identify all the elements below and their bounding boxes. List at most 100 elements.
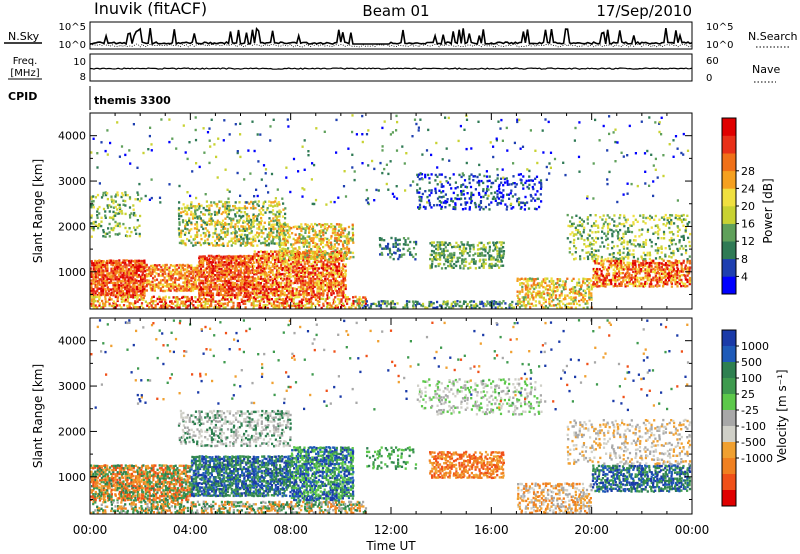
data-cell — [326, 277, 329, 281]
data-cell — [312, 245, 315, 248]
data-cell — [302, 255, 306, 258]
data-cell — [128, 227, 131, 230]
data-cell — [308, 229, 311, 232]
data-cell — [244, 212, 247, 216]
data-cell — [255, 252, 258, 256]
data-cell — [596, 272, 599, 275]
data-cell — [180, 264, 183, 267]
data-cell — [145, 263, 148, 267]
data-cell — [273, 281, 277, 284]
data-cell — [94, 285, 97, 289]
data-cell — [126, 194, 129, 197]
data-cell — [112, 287, 115, 291]
data-cell — [522, 296, 525, 299]
data-cell — [281, 249, 284, 252]
data-cell — [244, 277, 247, 281]
data-cell — [291, 289, 294, 292]
data-cell — [283, 275, 286, 278]
data-cell — [622, 268, 625, 271]
data-cell — [472, 304, 475, 307]
data-cell — [473, 175, 477, 178]
data-cell — [202, 281, 205, 285]
data-cell — [222, 289, 225, 292]
data-cell — [131, 278, 134, 281]
data-cell — [480, 254, 484, 257]
data-cell — [214, 304, 217, 307]
data-cell — [428, 304, 431, 308]
data-cell — [518, 300, 521, 303]
data-cell — [214, 213, 217, 216]
data-cell — [466, 241, 469, 244]
data-cell — [204, 279, 207, 282]
data-cell — [110, 228, 113, 231]
data-cell — [580, 292, 583, 295]
data-cell — [245, 265, 248, 268]
data-cell — [102, 269, 105, 272]
data-cell — [90, 267, 93, 270]
data-cell — [228, 265, 231, 268]
data-cell — [110, 288, 113, 291]
data-cell — [212, 244, 215, 247]
data-cell — [230, 239, 233, 242]
data-cell — [652, 278, 655, 282]
data-cell — [603, 276, 607, 279]
data-cell — [273, 242, 276, 245]
data-cell — [328, 258, 331, 261]
data-cell — [616, 267, 619, 270]
data-cell — [298, 227, 301, 230]
data-cell — [196, 223, 199, 226]
data-cell — [339, 287, 342, 290]
data-cell — [512, 206, 515, 209]
data-cell — [351, 251, 355, 255]
data-cell — [316, 243, 319, 246]
data-cell — [184, 209, 187, 212]
data-cell — [122, 277, 125, 280]
data-cell — [317, 267, 320, 270]
data-cell — [330, 304, 333, 307]
data-cell — [252, 304, 256, 307]
data-cell — [564, 280, 567, 283]
data-cell — [278, 304, 281, 307]
data-cell — [211, 235, 215, 239]
data-cell — [186, 284, 189, 288]
data-cell — [556, 298, 559, 301]
data-cell — [330, 281, 333, 284]
data-cell — [479, 302, 482, 306]
data-cell — [318, 275, 321, 278]
data-cell — [412, 247, 416, 250]
data-cell — [590, 298, 593, 301]
data-cell — [298, 239, 301, 243]
data-cell — [330, 251, 333, 255]
data-cell — [238, 214, 241, 218]
data-cell — [263, 293, 266, 297]
data-cell — [254, 304, 257, 307]
data-cell — [350, 306, 353, 310]
data-cell — [500, 258, 503, 261]
data-cell — [558, 294, 561, 297]
data-cell — [319, 235, 322, 238]
data-cell — [418, 195, 421, 199]
data-cell — [298, 269, 301, 273]
data-cell — [311, 227, 315, 230]
data-cell — [115, 293, 118, 296]
data-cell — [218, 302, 221, 305]
data-cell — [500, 302, 503, 305]
data-cell — [287, 292, 290, 295]
data-cell — [126, 304, 129, 308]
data-cell — [228, 287, 231, 290]
data-cell — [266, 208, 269, 212]
data-cell — [218, 279, 221, 282]
data-cell — [570, 279, 574, 282]
data-cell — [662, 270, 665, 273]
data-cell — [255, 266, 259, 270]
data-cell — [196, 298, 199, 301]
data-cell — [228, 296, 231, 299]
data-cell — [572, 286, 575, 289]
data-cell — [270, 201, 273, 204]
data-cell — [190, 296, 193, 299]
data-cell — [245, 285, 249, 288]
data-cell — [496, 193, 499, 196]
data-cell — [92, 279, 95, 283]
data-cell — [278, 219, 281, 222]
data-cell — [528, 179, 531, 182]
